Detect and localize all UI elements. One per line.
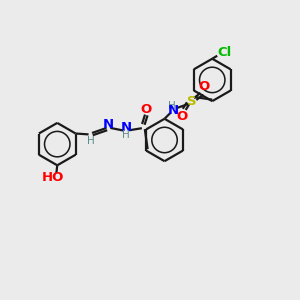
Text: HO: HO xyxy=(42,171,64,184)
Text: N: N xyxy=(102,118,114,131)
Text: Cl: Cl xyxy=(218,46,232,59)
Text: O: O xyxy=(198,80,210,93)
Text: O: O xyxy=(177,110,188,123)
Text: H: H xyxy=(168,100,176,110)
Text: S: S xyxy=(187,94,196,108)
Text: H: H xyxy=(122,130,130,140)
Text: N: N xyxy=(168,104,179,117)
Text: O: O xyxy=(141,103,152,116)
Text: N: N xyxy=(121,122,132,134)
Text: H: H xyxy=(87,136,95,146)
